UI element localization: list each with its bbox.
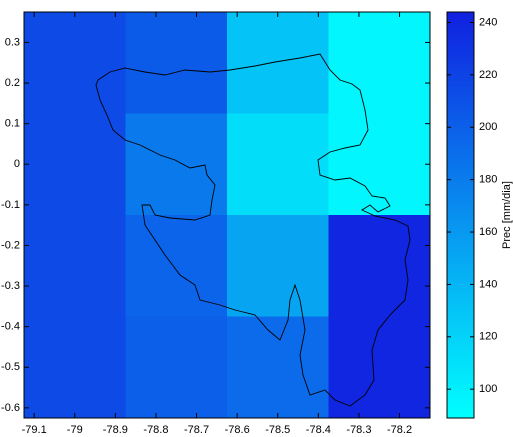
heatmap-cell	[328, 215, 430, 317]
heatmap-cell	[125, 316, 227, 418]
y-tick-label: 0.1	[5, 118, 20, 130]
colorbar-tick-label: 100	[479, 383, 497, 395]
heatmap-cell	[125, 215, 227, 317]
heatmap-cell	[24, 316, 126, 418]
y-tick-label: -0.6	[1, 402, 20, 414]
x-tick-label: -78.5	[265, 424, 290, 436]
x-tick-label: -78.3	[346, 424, 371, 436]
heatmap-cells	[24, 12, 430, 418]
colorbar-label: Prec [mm/dia]	[501, 181, 513, 249]
basin-outline	[95, 53, 411, 407]
y-tick-label: -0.2	[1, 239, 20, 251]
heatmap-cell	[227, 12, 329, 114]
colorbar-tick-label: 120	[479, 331, 497, 343]
colorbar-tick-label: 160	[479, 226, 497, 238]
heatmap-cell	[24, 215, 126, 317]
y-tick-label: 0.2	[5, 77, 20, 89]
x-tick-label: -78.4	[306, 424, 331, 436]
colorbar	[446, 11, 475, 419]
x-tick-label: -79	[67, 424, 83, 436]
heatmap-cell	[125, 113, 227, 215]
heatmap-cell	[328, 12, 430, 114]
y-tick-label: -0.1	[1, 199, 20, 211]
y-tick-label: -0.3	[1, 280, 20, 292]
x-tick-label: -78.9	[103, 424, 128, 436]
heatmap-cell	[227, 316, 329, 418]
x-tick-label: -78.6	[225, 424, 250, 436]
colorbar-tick-label: 200	[479, 121, 497, 133]
colorbar-tick-label: 140	[479, 278, 497, 290]
heatmap-cell	[328, 113, 430, 215]
heatmap-cell	[328, 316, 430, 418]
heatmap-cell	[227, 113, 329, 215]
heatmap-cell	[227, 215, 329, 317]
heatmap-cell	[24, 113, 126, 215]
x-tick-label: -78.8	[143, 424, 168, 436]
plot-frame	[23, 11, 431, 419]
x-tick-label: -78.2	[387, 424, 412, 436]
heatmap-cell	[125, 12, 227, 114]
x-tick-label: -79.1	[22, 424, 47, 436]
y-tick-label: -0.4	[1, 321, 20, 333]
y-tick-label: 0.3	[5, 36, 20, 48]
y-tick-label: 0	[14, 158, 20, 170]
colorbar-tick-label: 240	[479, 16, 497, 28]
x-tick-label: -78.7	[184, 424, 209, 436]
heatmap-cell	[24, 12, 126, 114]
y-tick-label: -0.5	[1, 361, 20, 373]
colorbar-tick-label: 180	[479, 174, 497, 186]
colorbar-tick-label: 220	[479, 69, 497, 81]
